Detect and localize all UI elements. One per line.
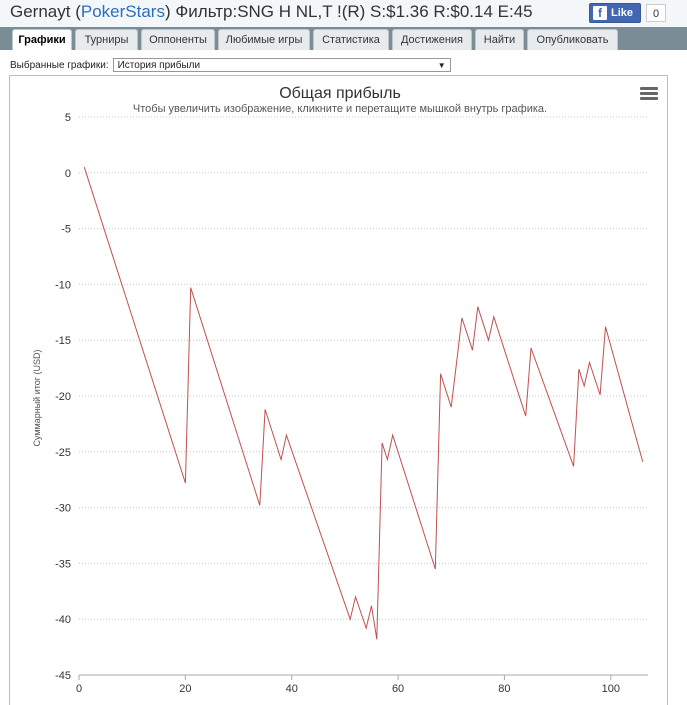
y-tick-label: -45 — [55, 670, 71, 682]
chart-axes: 5 0 -5 -10 -15 -20 -25 -30 -35 -40 -45 0 20 40 60 80 100 — [55, 112, 648, 695]
y-tick-label: -15 — [55, 335, 71, 347]
tab-statistics[interactable]: Статистика — [313, 29, 389, 50]
chart-menu-icon[interactable] — [640, 87, 658, 101]
graph-select-label: Выбранные графики: — [10, 59, 109, 71]
tab-bar: Графики Турниры Оппоненты Любимые игры С… — [0, 27, 687, 50]
y-axis-label: Суммарный итог (USD) — [32, 349, 42, 446]
graph-select-row: Выбранные графики: История прибыли ▼ — [10, 57, 451, 73]
tab-tournaments[interactable]: Турниры — [75, 29, 138, 50]
graph-select[interactable]: История прибыли ▼ — [112, 58, 451, 72]
x-tick-label: 100 — [602, 683, 620, 695]
chart-subtitle: Чтобы увеличить изображение, кликните и … — [133, 103, 547, 115]
filter-text: Фильтр:SNG H NL,T !(R) S:$1.36 R:$0.14 E… — [175, 2, 533, 21]
page-title: Gernayt (PokerStars) Фильтр:SNG H NL,T !… — [10, 2, 533, 21]
facebook-like-count: 0 — [646, 4, 667, 22]
x-tick-label: 80 — [498, 683, 510, 695]
y-tick-label: -20 — [55, 391, 71, 403]
tab-graphs[interactable]: Графики — [12, 29, 72, 50]
chart-title: Общая прибыль — [279, 85, 401, 102]
y-tick-label: -25 — [55, 447, 71, 459]
y-tick-label: 0 — [65, 168, 71, 180]
site-link[interactable]: PokerStars — [80, 2, 165, 21]
chart-series — [83, 167, 644, 640]
facebook-like-widget: f Like 0 — [589, 3, 667, 23]
dropdown-arrow-icon: ▼ — [437, 61, 446, 70]
tab-find[interactable]: Найти — [475, 29, 524, 50]
x-tick-label: 40 — [286, 683, 298, 695]
tab-achievements[interactable]: Достижения — [392, 29, 472, 50]
y-tick-label: -30 — [55, 503, 71, 515]
facebook-like-label: Like — [611, 7, 634, 19]
facebook-icon: f — [593, 6, 607, 20]
y-tick-label: 5 — [65, 112, 71, 124]
profit-series-line[interactable] — [83, 167, 644, 640]
tab-opponents[interactable]: Оппоненты — [141, 29, 215, 50]
graph-select-value: История прибыли — [117, 60, 201, 71]
player-name: Gernayt — [10, 2, 71, 21]
y-tick-label: -40 — [55, 614, 71, 626]
tab-favorite-games[interactable]: Любимые игры — [218, 29, 310, 50]
header-bar: Gernayt (PokerStars) Фильтр:SNG H NL,T !… — [0, 0, 687, 27]
facebook-like-button[interactable]: f Like — [589, 3, 642, 23]
y-tick-label: -5 — [61, 224, 71, 236]
tab-publish[interactable]: Опубликовать — [527, 29, 618, 50]
chart-container[interactable] — [9, 75, 668, 705]
y-tick-label: -35 — [55, 558, 71, 570]
x-tick-label: 60 — [392, 683, 404, 695]
y-tick-label: -10 — [55, 279, 71, 291]
chart-grid — [79, 116, 648, 676]
x-tick-label: 20 — [179, 683, 191, 695]
x-tick-label: 0 — [76, 683, 82, 695]
